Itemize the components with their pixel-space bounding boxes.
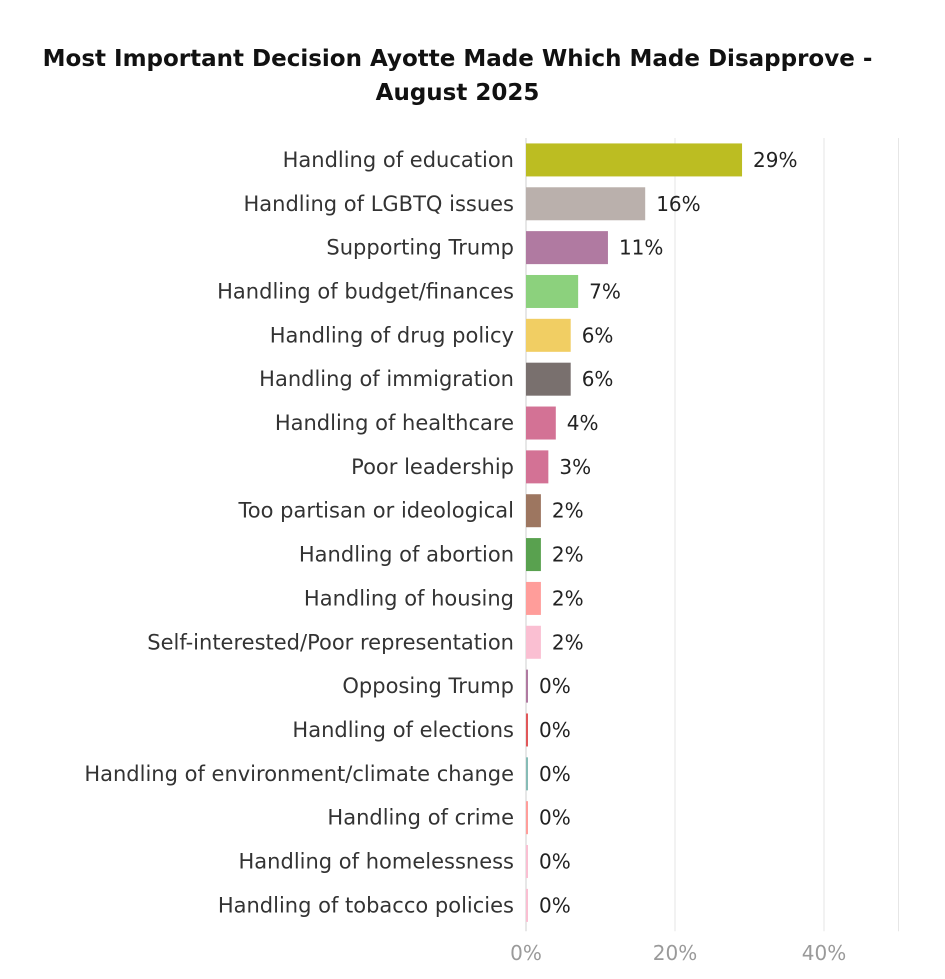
value-label: 0% bbox=[539, 762, 571, 786]
value-label: 4% bbox=[567, 411, 599, 435]
bar bbox=[526, 406, 556, 440]
category-label: Handling of tobacco policies bbox=[218, 893, 514, 917]
bar bbox=[526, 669, 528, 703]
value-label: 6% bbox=[582, 323, 614, 347]
category-label: Self-interested/Poor representation bbox=[147, 630, 514, 654]
chart-title: Most Important Decision Ayotte Made Whic… bbox=[0, 42, 915, 110]
category-label: Handling of budget/finances bbox=[217, 279, 514, 303]
value-label: 3% bbox=[559, 455, 591, 479]
category-label: Handling of housing bbox=[304, 586, 514, 610]
bar bbox=[526, 845, 528, 879]
value-labels: 29% 16% 11% 7% 6% 6% 4% 3% 2% 2% 2% 2% 0% 0% 0% 0% 0% 0% bbox=[539, 148, 798, 917]
value-label: 2% bbox=[552, 543, 584, 567]
value-label: 2% bbox=[552, 586, 584, 610]
category-label: Opposing Trump bbox=[342, 674, 514, 698]
category-label: Handling of crime bbox=[327, 806, 514, 830]
chart-title-line-2: August 2025 bbox=[375, 80, 540, 106]
bar bbox=[526, 231, 608, 265]
category-label: Handling of education bbox=[283, 148, 514, 172]
chart-title-line-1: Most Important Decision Ayotte Made Whic… bbox=[42, 46, 873, 72]
value-label: 0% bbox=[539, 806, 571, 830]
bar bbox=[526, 450, 549, 484]
x-tick-label: 20% bbox=[653, 941, 697, 965]
bar bbox=[526, 274, 579, 308]
x-tick-label: 40% bbox=[802, 941, 846, 965]
bar bbox=[526, 625, 541, 659]
bar bbox=[526, 581, 541, 615]
category-label: Handling of healthcare bbox=[275, 411, 514, 435]
value-label: 2% bbox=[552, 630, 584, 654]
x-tick-label: 0% bbox=[510, 941, 542, 965]
category-label: Handling of immigration bbox=[259, 367, 514, 391]
category-label: Handling of abortion bbox=[299, 543, 514, 567]
bar bbox=[526, 143, 743, 177]
category-label: Handling of environment/climate change bbox=[84, 762, 514, 786]
value-label: 29% bbox=[753, 148, 797, 172]
category-label: Too partisan or ideological bbox=[237, 499, 514, 523]
bar bbox=[526, 888, 528, 922]
bar bbox=[526, 318, 571, 352]
bars bbox=[526, 143, 743, 922]
value-label: 0% bbox=[539, 674, 571, 698]
bar bbox=[526, 362, 571, 396]
value-label: 16% bbox=[656, 192, 700, 216]
bar bbox=[526, 187, 646, 221]
category-label: Handling of homelessness bbox=[239, 850, 514, 874]
bar bbox=[526, 757, 528, 791]
value-label: 2% bbox=[552, 499, 584, 523]
value-label: 0% bbox=[539, 850, 571, 874]
bar bbox=[526, 713, 528, 747]
category-labels: Handling of education Handling of LGBTQ i… bbox=[84, 148, 514, 917]
value-label: 11% bbox=[619, 236, 663, 260]
gridlines bbox=[525, 138, 899, 932]
bar bbox=[526, 538, 541, 572]
bar bbox=[526, 801, 528, 835]
category-label: Handling of elections bbox=[292, 718, 514, 742]
value-label: 0% bbox=[539, 718, 571, 742]
bar bbox=[526, 494, 541, 528]
category-label: Handling of LGBTQ issues bbox=[244, 192, 515, 216]
value-label: 7% bbox=[589, 279, 621, 303]
category-label: Supporting Trump bbox=[326, 236, 514, 260]
category-label: Poor leadership bbox=[351, 455, 514, 479]
value-label: 6% bbox=[582, 367, 614, 391]
category-label: Handling of drug policy bbox=[270, 323, 514, 347]
x-axis-ticks: 0% 20% 40% bbox=[510, 941, 846, 965]
value-label: 0% bbox=[539, 893, 571, 917]
